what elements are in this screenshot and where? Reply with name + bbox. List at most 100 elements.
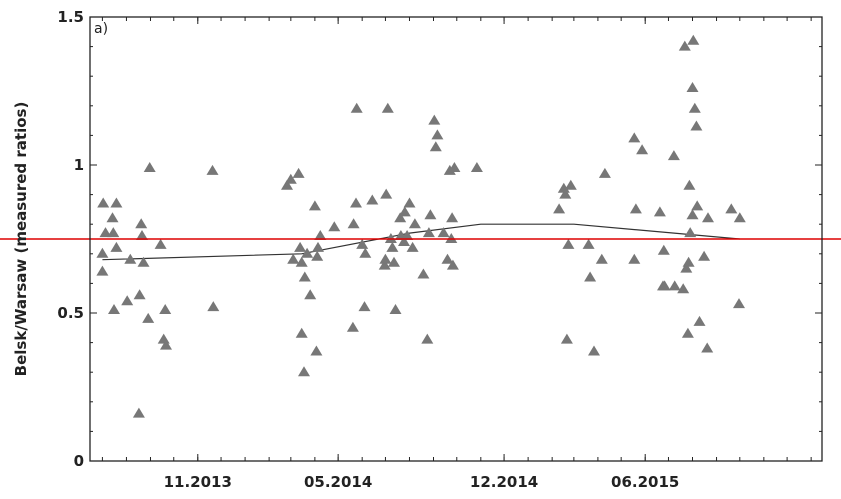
data-point [301, 247, 314, 258]
data-point [446, 259, 459, 270]
data-point [350, 197, 362, 208]
data-point [698, 250, 711, 261]
data-point [287, 253, 300, 264]
data-point [686, 209, 699, 220]
data-point [328, 221, 341, 232]
data-point [159, 304, 172, 314]
y-tick-label: 0 [74, 452, 84, 470]
data-point [386, 241, 399, 252]
panel-label: a) [94, 21, 108, 37]
data-point [595, 253, 608, 264]
data-point [310, 345, 323, 356]
data-point [688, 102, 701, 113]
data-point [668, 280, 681, 291]
data-point [346, 321, 359, 332]
data-point [308, 200, 321, 211]
data-point [701, 342, 714, 353]
data-point [403, 197, 416, 208]
data-point [106, 212, 119, 223]
data-point [143, 162, 156, 172]
data-point [681, 327, 694, 338]
data-point [686, 82, 699, 92]
data-point [446, 212, 459, 223]
data-point [292, 167, 305, 178]
data-point [378, 259, 391, 270]
data-point [110, 197, 123, 208]
data-point [678, 40, 691, 51]
data-point [347, 218, 360, 229]
plot-frame [89, 16, 823, 462]
x-tick-label: 12.2014 [470, 473, 538, 491]
data-point [304, 289, 317, 300]
data-point [448, 162, 461, 172]
data-point [394, 212, 407, 223]
data-point [584, 271, 597, 282]
data-point [598, 167, 611, 178]
data-point [356, 238, 369, 249]
x-tick-label: 11.2013 [164, 473, 232, 491]
data-point [445, 233, 458, 243]
data-point [298, 271, 311, 282]
data-point [421, 333, 434, 344]
data-point [422, 227, 435, 238]
data-point [687, 34, 700, 45]
data-point [132, 407, 145, 418]
data-point [124, 253, 137, 264]
data-point [359, 247, 372, 258]
data-point [441, 253, 454, 264]
data-point [389, 304, 402, 314]
data-point [725, 203, 738, 214]
data-point [406, 241, 419, 252]
data-point [97, 197, 110, 208]
data-point [206, 164, 219, 175]
data-point [691, 200, 704, 211]
data-point [401, 230, 414, 240]
data-point [298, 366, 310, 377]
data-point [683, 179, 696, 190]
data-point [560, 333, 573, 344]
data-point [733, 298, 745, 309]
data-point [559, 188, 572, 199]
data-point [133, 289, 146, 300]
points-layer [96, 34, 746, 418]
data-point [424, 209, 437, 220]
data-point [96, 265, 109, 276]
data-point [667, 150, 680, 161]
data-point [408, 218, 421, 229]
data-point [582, 238, 595, 249]
data-point [653, 206, 666, 217]
data-point [628, 253, 641, 264]
x-tick-label: 06.2015 [611, 473, 679, 491]
trend-line [102, 223, 740, 261]
data-point [295, 327, 308, 338]
data-point [160, 339, 172, 350]
data-point [294, 241, 307, 252]
data-point [312, 241, 324, 252]
y-axis-title: Belsk/Warsaw (measured ratios) [12, 102, 30, 377]
data-point [99, 227, 112, 238]
y-tick-label: 0.5 [57, 304, 84, 322]
data-point [154, 238, 167, 249]
data-point [137, 256, 150, 267]
data-point [693, 315, 706, 326]
data-point [384, 233, 397, 243]
data-point [682, 256, 695, 267]
data-point [417, 268, 430, 279]
trend-layer [102, 223, 740, 261]
data-point [562, 238, 575, 249]
x-tick-label: 05.2014 [304, 473, 372, 491]
data-point [366, 194, 379, 205]
data-point [311, 250, 324, 261]
data-point [350, 102, 363, 113]
data-point [142, 312, 155, 323]
data-point [314, 230, 327, 240]
data-point [470, 162, 483, 172]
y-tick-label: 1 [74, 156, 84, 174]
data-point [429, 141, 442, 152]
data-point [388, 256, 400, 267]
data-point [636, 144, 649, 155]
data-point [629, 203, 642, 214]
data-point [702, 212, 714, 223]
